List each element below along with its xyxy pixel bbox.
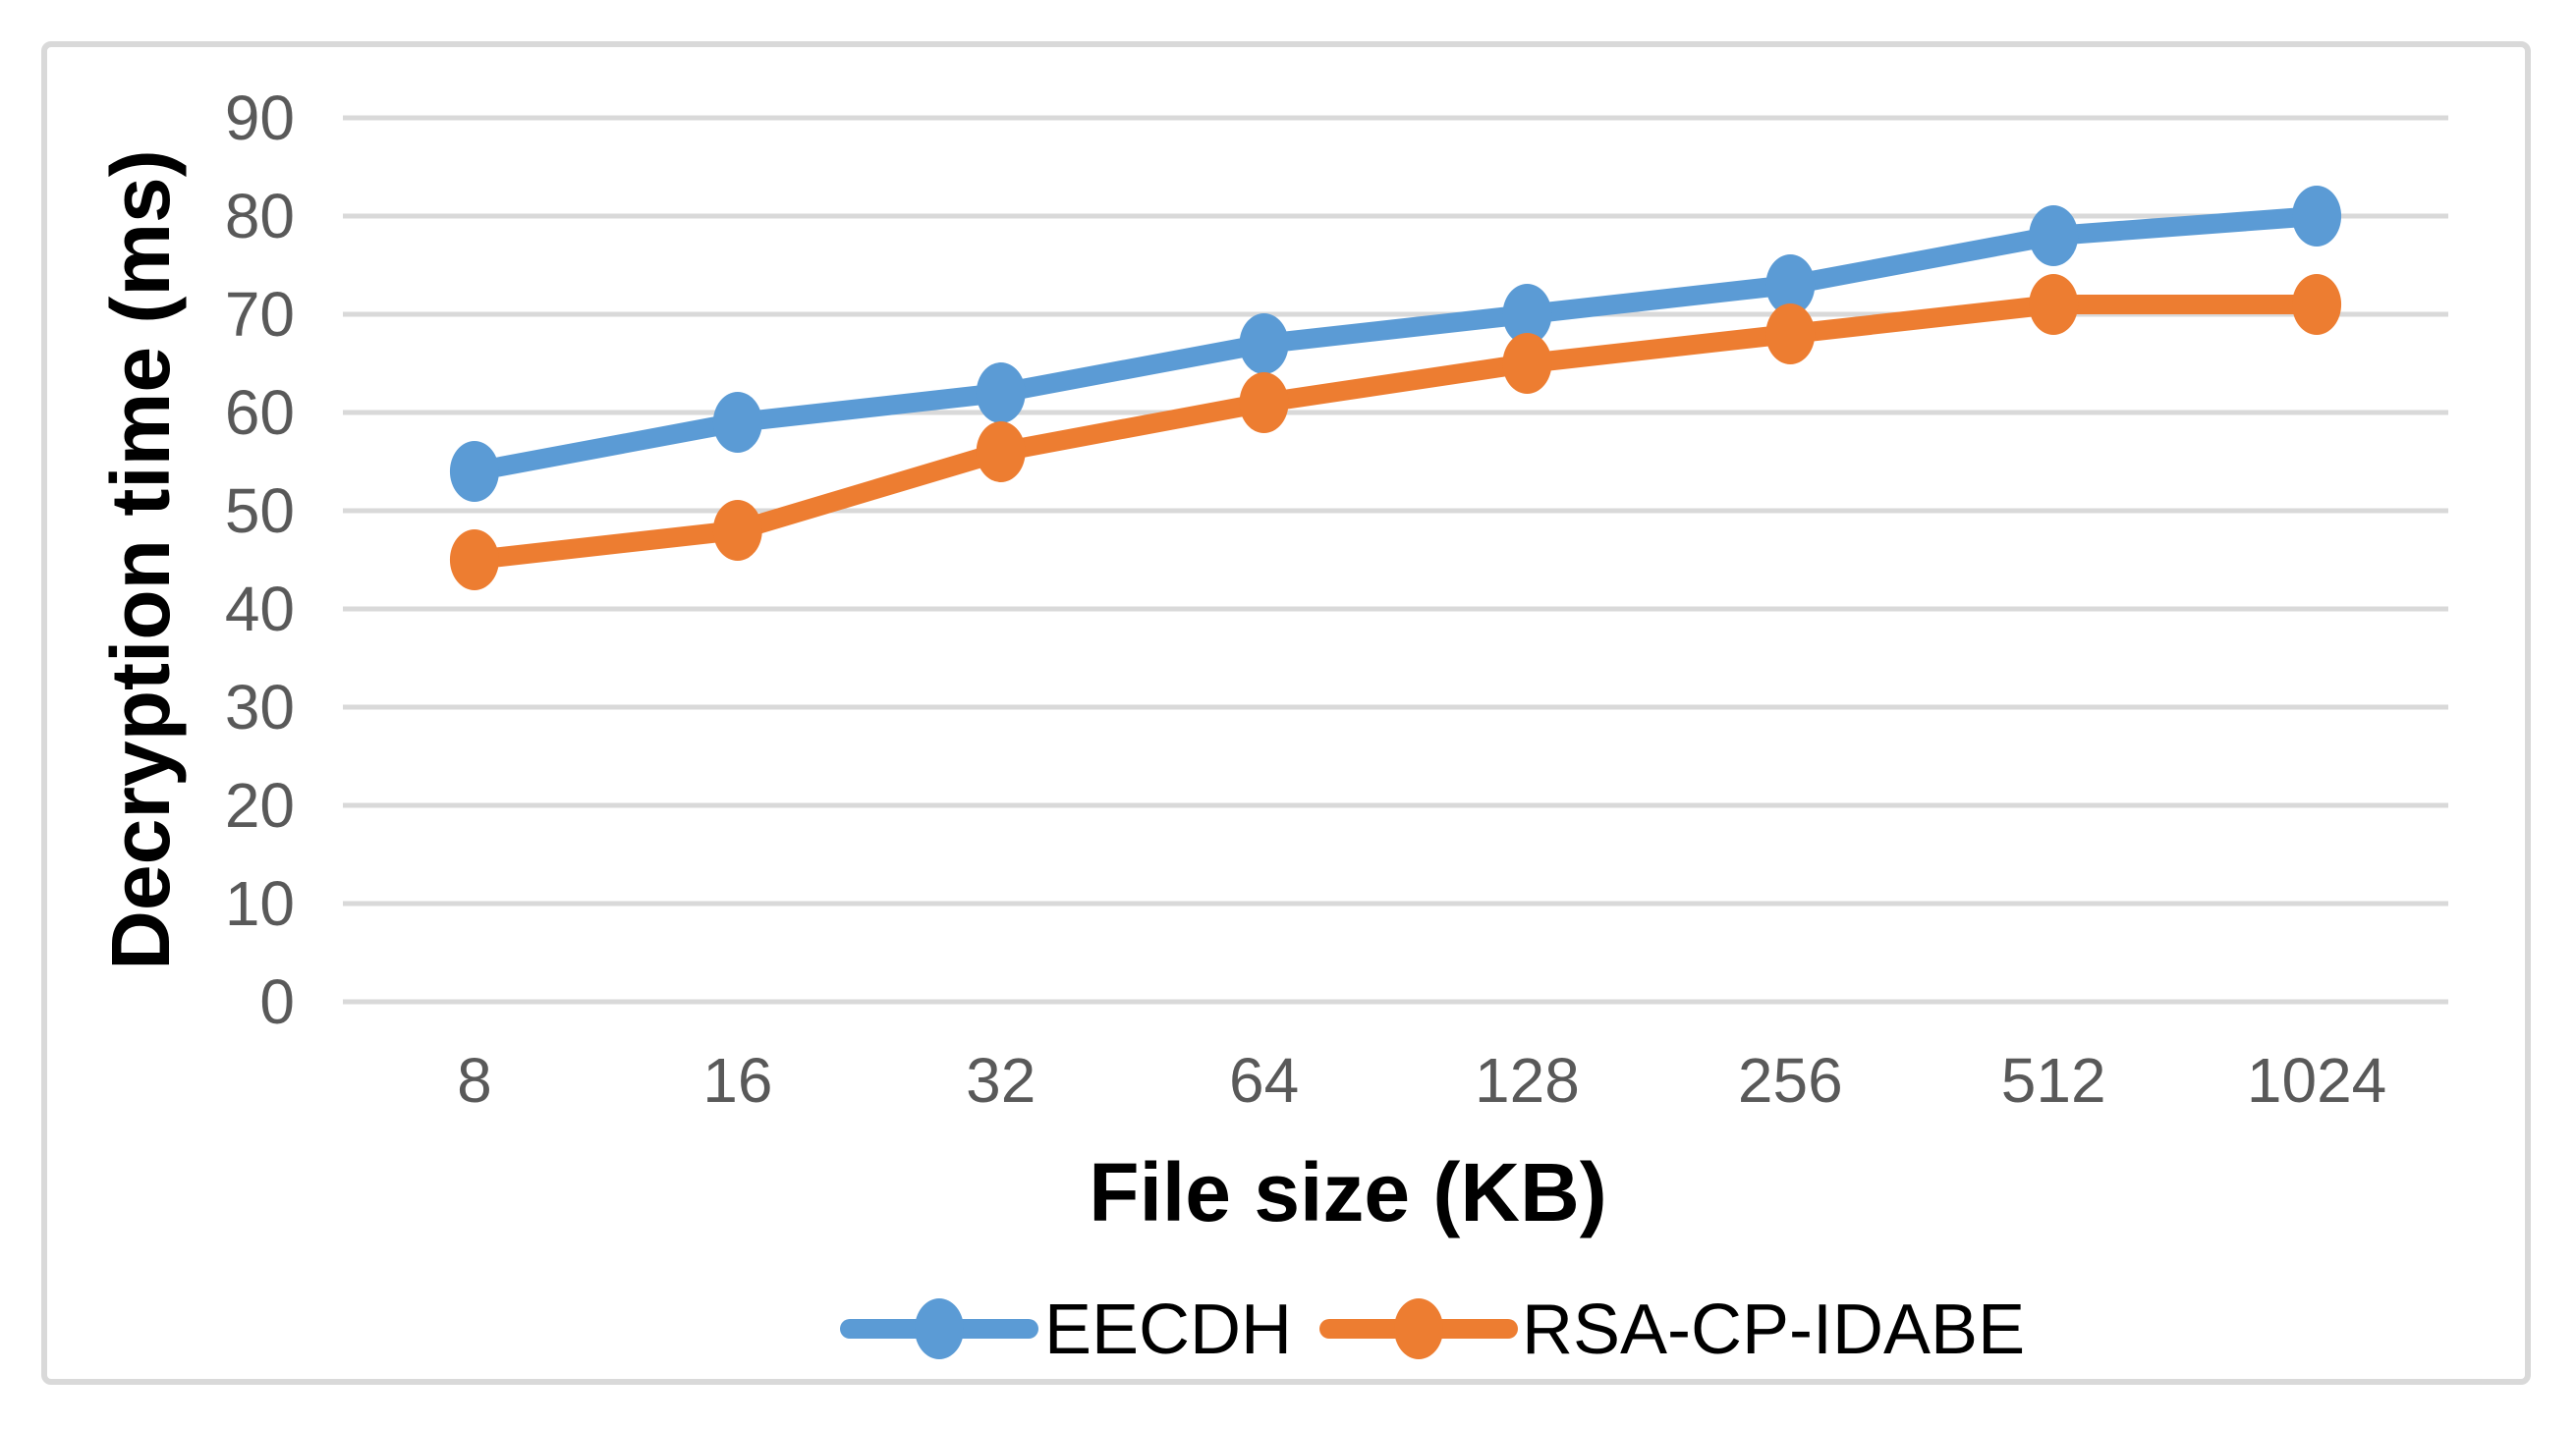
x-axis-title: File size (KB) (1089, 1146, 1606, 1238)
data-point-marker (2029, 274, 2079, 335)
data-point-marker (976, 362, 1026, 423)
data-point-marker (712, 500, 762, 561)
x-tick-label: 128 (1475, 1045, 1580, 1116)
legend: EECDH RSA-CP-IDABE (840, 1291, 2025, 1369)
legend-label-eecdh: EECDH (1044, 1291, 1292, 1369)
y-tick-label: 50 (225, 475, 295, 546)
x-tick-label: 32 (966, 1045, 1036, 1116)
data-point-marker (712, 392, 762, 453)
legend-label-rsa-cp-idabe: RSA-CP-IDABE (1522, 1291, 2025, 1369)
y-tick-label: 20 (225, 770, 295, 841)
y-tick-label: 10 (225, 868, 295, 939)
gridlines (343, 115, 2448, 1005)
data-point-marker (1239, 372, 1289, 433)
y-tick-label: 80 (225, 181, 295, 251)
data-point-marker (1239, 313, 1289, 374)
series-line (464, 206, 2327, 481)
legend-marker-eecdh (840, 1298, 1038, 1359)
legend-marker-rsa-cp-idabe (1319, 1298, 1518, 1359)
x-tick-label: 8 (457, 1045, 492, 1116)
data-point-marker (1765, 303, 1816, 364)
y-tick-label: 40 (225, 574, 295, 644)
y-tick-label: 60 (225, 377, 295, 448)
x-tick-label: 16 (702, 1045, 772, 1116)
series-line (464, 295, 2327, 570)
data-point-marker (449, 441, 499, 502)
x-tick-label: 512 (2001, 1045, 2106, 1116)
data-point-marker (2029, 205, 2079, 266)
x-tick-label: 64 (1229, 1045, 1299, 1116)
chart-frame (41, 41, 2531, 1385)
data-point-marker (1502, 284, 1552, 345)
x-tick-label: 256 (1738, 1045, 1843, 1116)
y-tick-label: 0 (259, 966, 295, 1037)
y-axis-title: Decryption time (ms) (94, 149, 187, 970)
series-rsa-cp-idabe (449, 274, 2342, 590)
data-point-marker (2292, 274, 2342, 335)
series-eecdh (449, 186, 2342, 502)
data-point-marker (976, 421, 1026, 482)
x-tick-label: 1024 (2247, 1045, 2386, 1116)
y-tick-label: 30 (225, 672, 295, 742)
y-tick-label: 70 (225, 279, 295, 350)
y-tick-label: 90 (225, 82, 295, 153)
data-point-marker (449, 529, 499, 590)
legend-markers (840, 1298, 1518, 1359)
y-axis-tick-labels: 0 10 20 30 40 50 60 70 80 90 (225, 82, 295, 1037)
data-series (449, 186, 2342, 590)
data-point-marker (2292, 186, 2342, 247)
data-point-marker (1502, 333, 1552, 394)
x-axis-tick-labels: 8 16 32 64 128 256 512 1024 (457, 1045, 2386, 1116)
data-point-marker (1765, 254, 1816, 315)
